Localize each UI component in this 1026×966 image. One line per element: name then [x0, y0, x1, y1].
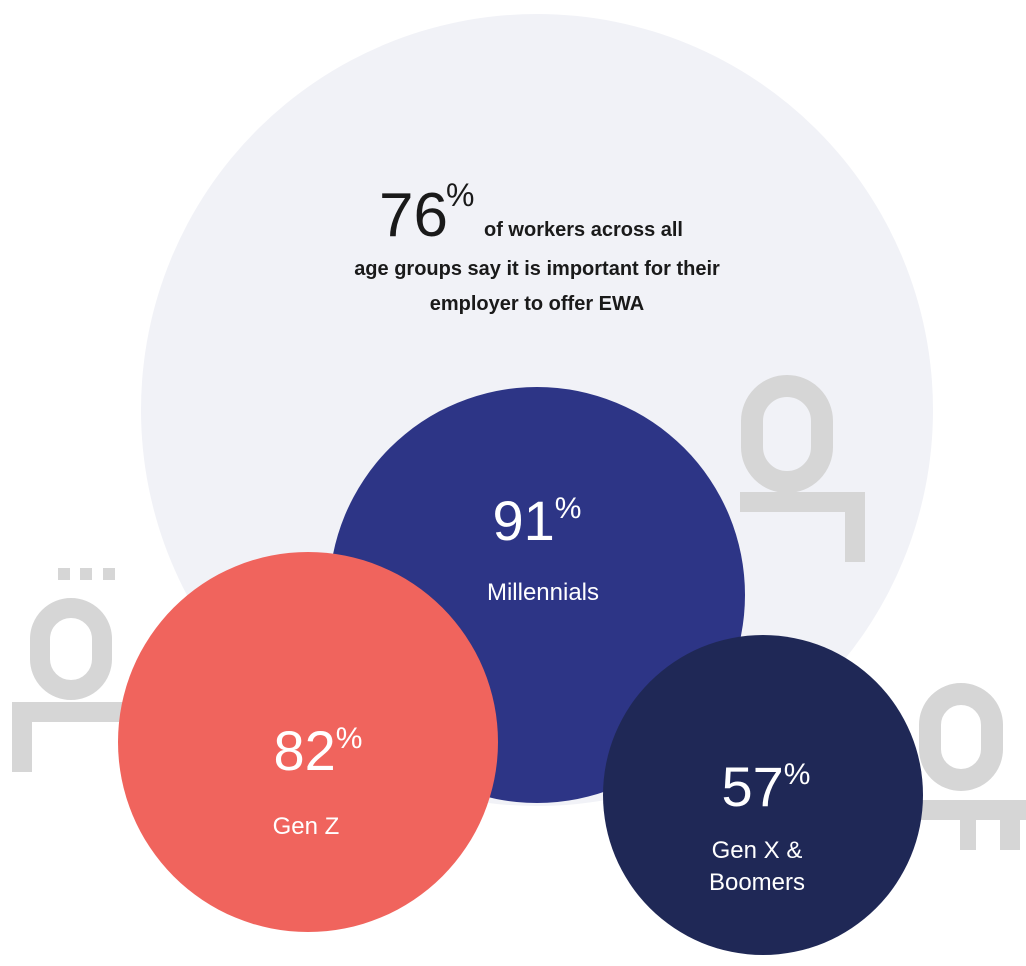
deco-dot — [103, 568, 115, 580]
deco-dot — [58, 568, 70, 580]
headline-value: 76 — [379, 181, 448, 250]
group-unit: % — [555, 492, 582, 525]
deco-bar — [12, 702, 132, 722]
body: 76 % of workers across all age groups sa… — [0, 0, 1026, 966]
headline-unit: % — [446, 177, 474, 213]
headline-text: of workers across all — [484, 219, 683, 241]
group-label: Millennials — [487, 579, 599, 606]
deco-bar — [960, 820, 976, 850]
deco-ring — [40, 608, 102, 690]
group-value: 57 — [722, 755, 784, 818]
group-label: Gen X & — [712, 837, 803, 864]
headline-text: employer to offer EWA — [430, 293, 644, 315]
group-value: 82 — [274, 719, 336, 782]
deco-ring — [930, 694, 992, 780]
group-label: Boomers — [709, 869, 805, 896]
infographic: 76 % of workers across all age groups sa… — [0, 0, 1026, 966]
group-label: Gen Z — [273, 813, 340, 840]
group-value: 91 — [493, 489, 555, 552]
page: EWA importance by age group {"headline":… — [0, 0, 1026, 966]
headline-text: age groups say it is important for their — [354, 258, 720, 280]
group-unit: % — [336, 722, 363, 755]
deco-dot — [80, 568, 92, 580]
deco-bar — [740, 492, 850, 512]
deco-bar — [1000, 800, 1020, 850]
group-unit: % — [784, 758, 811, 791]
